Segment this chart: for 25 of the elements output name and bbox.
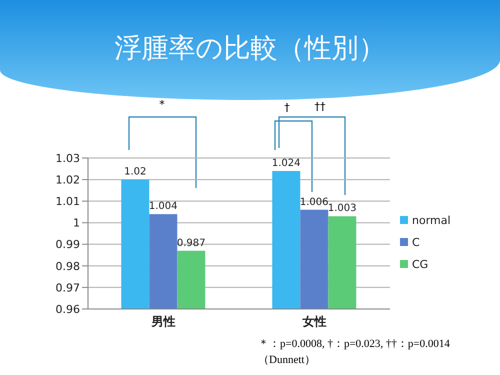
text: （Dunnett）: [258, 353, 316, 368]
text: †: [283, 101, 291, 114]
data-label: 1.004: [148, 201, 178, 212]
text: *: [158, 98, 166, 111]
y-tick-label: 0.99: [56, 238, 80, 252]
y-tick-label: 1: [73, 216, 80, 230]
y-tick-label: 1.02: [56, 173, 80, 186]
data-label: 1.02: [124, 166, 146, 178]
y-tick-label: 1.01: [56, 195, 80, 208]
x-tick-label: 女性: [302, 314, 326, 329]
data-label: 0.987: [176, 238, 206, 249]
legend-label: CG: [412, 258, 428, 270]
data-label: 1.006: [300, 196, 329, 208]
legend-label: normal: [412, 214, 451, 226]
text: ††: [314, 100, 326, 113]
chart-title: 浮腫率の比較（性別）: [114, 32, 386, 66]
y-tick-label: 0.98: [56, 260, 80, 273]
text: ＊：p=0.0008, †：p=0.023, ††：p=0.0014: [258, 337, 450, 352]
data-label: 1.003: [328, 203, 357, 214]
y-tick-label: 1.03: [56, 152, 80, 165]
data-label: 1.024: [272, 158, 301, 169]
legend-label: C: [412, 236, 420, 248]
y-tick-label: 0.96: [56, 302, 80, 316]
y-tick-label: 0.97: [56, 281, 80, 294]
x-tick-label: 男性: [150, 314, 176, 329]
